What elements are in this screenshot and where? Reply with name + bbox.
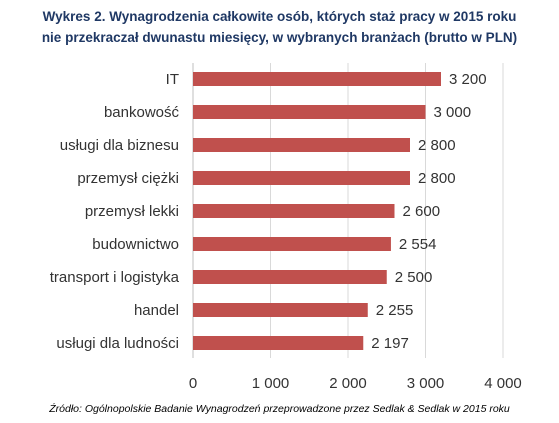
category-label: usługi dla ludności <box>56 335 179 352</box>
value-labels: 3 200 3 000 2 800 2 800 2 600 2 554 2 500 2 255… <box>371 71 486 352</box>
value-label: 3 000 <box>434 104 472 121</box>
value-label: 2 255 <box>376 302 414 319</box>
x-axis-tick-labels: 0 1 000 2 000 3 000 4 000 <box>189 375 522 392</box>
category-label: przemysł lekki <box>85 203 179 220</box>
value-label: 2 600 <box>403 203 441 220</box>
bar <box>193 138 410 152</box>
bar <box>193 72 441 86</box>
x-tick-label: 4 000 <box>484 375 522 392</box>
category-label: przemysł ciężki <box>77 170 179 187</box>
chart-title: Wykres 2. Wynagrodzenia całkowite osób, … <box>0 6 559 48</box>
category-label: IT <box>166 71 179 88</box>
value-label: 2 197 <box>371 335 409 352</box>
bar <box>193 204 395 218</box>
bar <box>193 270 387 284</box>
chart-title-line-2: nie przekraczał dwunastu miesięcy, w wyb… <box>41 30 518 45</box>
value-label: 2 800 <box>418 137 456 154</box>
bar <box>193 171 410 185</box>
category-label: usługi dla biznesu <box>60 137 179 154</box>
source-note: Źródło: Ogólnopolskie Badanie Wynagrodze… <box>49 403 510 415</box>
value-label: 2 554 <box>399 236 437 253</box>
bars <box>193 72 441 350</box>
category-label: bankowość <box>104 104 180 121</box>
bar <box>193 105 426 119</box>
category-label: handel <box>134 302 179 319</box>
category-label: budownictwo <box>92 236 179 253</box>
bar <box>193 336 364 350</box>
x-tick-label: 3 000 <box>407 375 445 392</box>
x-tick-label: 1 000 <box>252 375 290 392</box>
bar <box>193 237 391 251</box>
bar <box>193 303 368 317</box>
x-tick-label: 2 000 <box>329 375 367 392</box>
chart-title-line-1: Wykres 2. Wynagrodzenia całkowite osób, … <box>42 9 517 24</box>
value-label: 2 800 <box>418 170 456 187</box>
category-label: transport i logistyka <box>50 269 180 286</box>
category-labels: IT bankowość usługi dla biznesu przemysł ci… <box>50 71 180 352</box>
x-tick-label: 0 <box>189 375 197 392</box>
value-label: 3 200 <box>449 71 487 88</box>
value-label: 2 500 <box>395 269 433 286</box>
